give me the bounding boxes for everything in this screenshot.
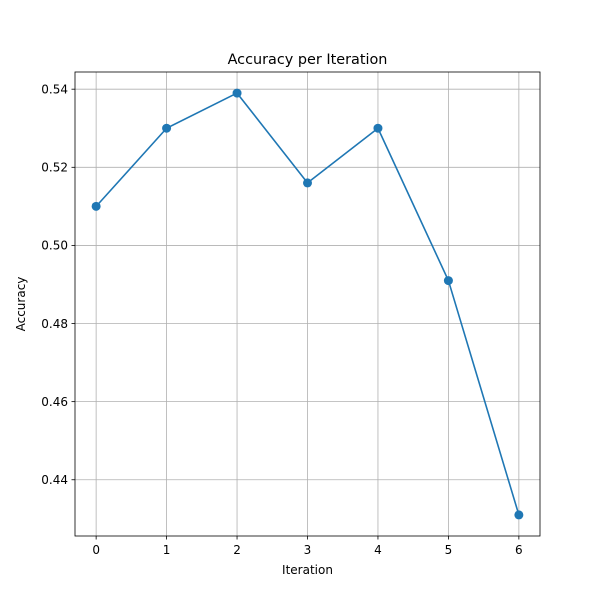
y-tick-label: 0.50 bbox=[41, 239, 68, 253]
x-tick-label: 0 bbox=[92, 543, 100, 557]
data-point bbox=[443, 276, 453, 286]
x-tick-label: 4 bbox=[374, 543, 382, 557]
x-axis-label: Iteration bbox=[282, 563, 333, 577]
data-point bbox=[162, 123, 172, 133]
x-tick-label: 1 bbox=[163, 543, 171, 557]
grid bbox=[75, 72, 540, 536]
x-tick-label: 2 bbox=[233, 543, 241, 557]
data-point bbox=[232, 88, 242, 98]
x-tick-label: 3 bbox=[304, 543, 312, 557]
data-point bbox=[303, 178, 312, 188]
plot-frame bbox=[74, 71, 541, 537]
y-tick-label: 0.46 bbox=[41, 395, 68, 409]
x-tick-label: 6 bbox=[515, 543, 523, 557]
x-tick-label: 5 bbox=[445, 543, 453, 557]
data-point bbox=[514, 510, 524, 520]
data-point bbox=[373, 123, 383, 133]
ticks: 0 1 2 3 4 5 6 0.44 0.46 0.48 0.50 0.52 0.54 bbox=[41, 82, 522, 557]
y-tick-label: 0.52 bbox=[41, 161, 68, 175]
y-axis-label: Accuracy bbox=[14, 277, 28, 332]
y-tick-label: 0.54 bbox=[41, 82, 68, 96]
series bbox=[91, 88, 524, 520]
data-point bbox=[91, 201, 101, 211]
y-tick-label: 0.48 bbox=[41, 317, 68, 331]
y-tick-label: 0.44 bbox=[41, 473, 68, 487]
chart-title: Accuracy per Iteration bbox=[228, 52, 388, 68]
